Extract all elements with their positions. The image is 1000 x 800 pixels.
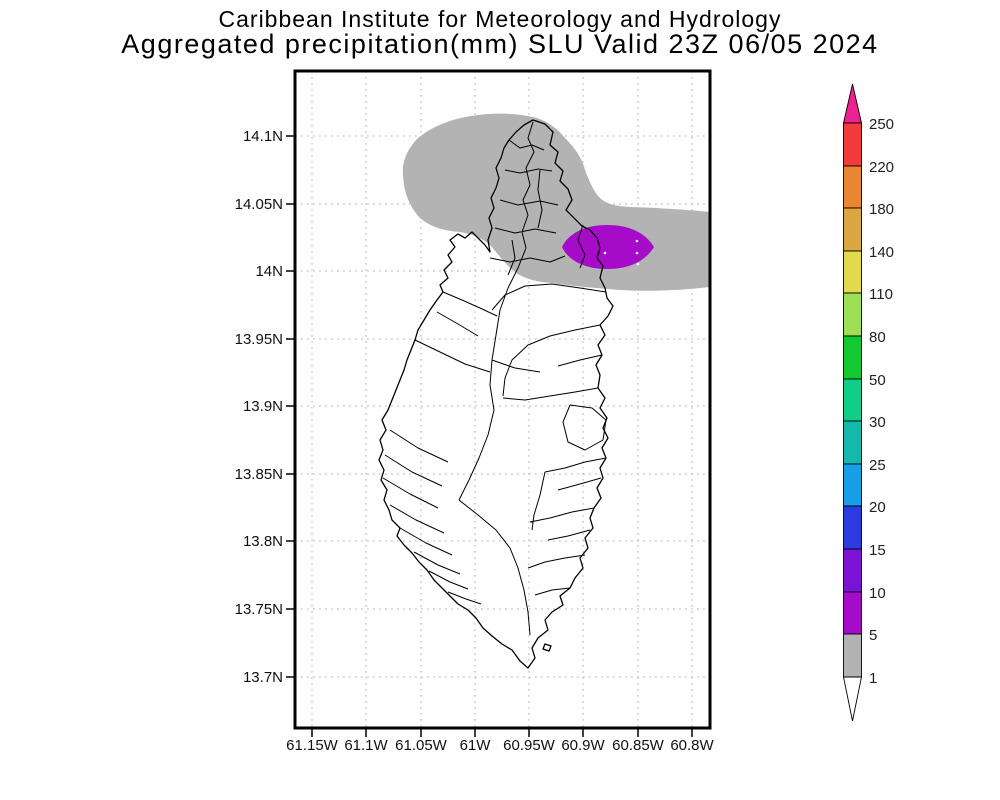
chart-title-line2: Aggregated precipitation(mm) SLU Valid 2… [121, 29, 879, 59]
colorbar-tick-label: 110 [869, 286, 893, 303]
lat-label: 13.8N [243, 533, 283, 550]
lat-label: 13.85N [235, 466, 283, 483]
colorbar-segment [843, 633, 862, 678]
colorbar: 250 220 180 140 110 80 50 30 25 20 15 10… [842, 83, 894, 722]
lon-label: 60.95W [503, 737, 556, 754]
colorbar-tick-label: 15 [869, 542, 886, 559]
colorbar-tick-label: 80 [869, 329, 886, 346]
lat-label: 13.9N [243, 398, 283, 415]
colorbar-tick-label: 30 [869, 414, 886, 431]
colorbar-segment [843, 463, 862, 507]
island-outline [378, 119, 614, 669]
lon-axis: 61.15W 61.1W 61.05W 61W 60.95W 60.9W 60.… [286, 737, 714, 754]
lon-label: 61.1W [344, 737, 388, 754]
colorbar-tick-label: 20 [869, 499, 886, 516]
colorbar-tick-label: 5 [869, 627, 877, 644]
colorbar-segment [843, 420, 862, 465]
colorbar-segment [843, 250, 862, 294]
colorbar-segment [843, 591, 862, 635]
colorbar-segment [843, 505, 862, 550]
colorbar-bottom-arrow [842, 676, 863, 722]
precip-shading-5-10mm [562, 225, 654, 269]
colorbar-tick-label: 1 [869, 670, 877, 687]
colorbar-top-arrow [842, 83, 863, 124]
colorbar-tick-label: 50 [869, 372, 886, 389]
colorbar-tick-label: 220 [869, 159, 894, 176]
lat-label: 14.1N [243, 128, 283, 145]
lat-label: 13.7N [243, 669, 283, 686]
lon-label: 60.8W [670, 737, 714, 754]
colorbar-segment [843, 378, 862, 422]
lon-label: 61.15W [286, 737, 339, 754]
colorbar-segment [843, 335, 862, 380]
colorbar-segment [843, 122, 862, 167]
watershed-boundaries [382, 121, 607, 636]
colorbar-tick-label: 140 [869, 244, 894, 261]
colorbar-labels: 250 220 180 140 110 80 50 30 25 20 15 10… [869, 116, 894, 687]
islet-outline [542, 643, 552, 652]
lon-label: 60.85W [612, 737, 665, 754]
colorbar-segment [843, 292, 862, 337]
lat-axis: 14.1N 14.05N 14N 13.95N 13.9N 13.85N 13.… [235, 128, 283, 686]
colorbar-tick-label: 250 [869, 116, 894, 133]
lon-label: 61W [460, 737, 492, 754]
lon-label: 61.05W [395, 737, 448, 754]
colorbar-tick-label: 10 [869, 585, 886, 602]
chart-title-line1: Caribbean Institute for Meteorology and … [218, 6, 782, 32]
contour-dots [603, 239, 640, 266]
plot-border [293, 69, 712, 730]
colorbar-tick-label: 25 [869, 457, 886, 474]
colorbar-segment [843, 207, 862, 252]
axis-ticks [286, 135, 693, 737]
lon-label: 60.9W [561, 737, 605, 754]
lat-label: 14N [255, 263, 283, 280]
lat-label: 13.95N [235, 331, 283, 348]
colorbar-segment [843, 165, 862, 209]
lat-label: 13.75N [235, 601, 283, 618]
lat-label: 14.05N [235, 196, 283, 213]
colorbar-segment [843, 548, 862, 593]
colorbar-tick-label: 180 [869, 201, 894, 218]
